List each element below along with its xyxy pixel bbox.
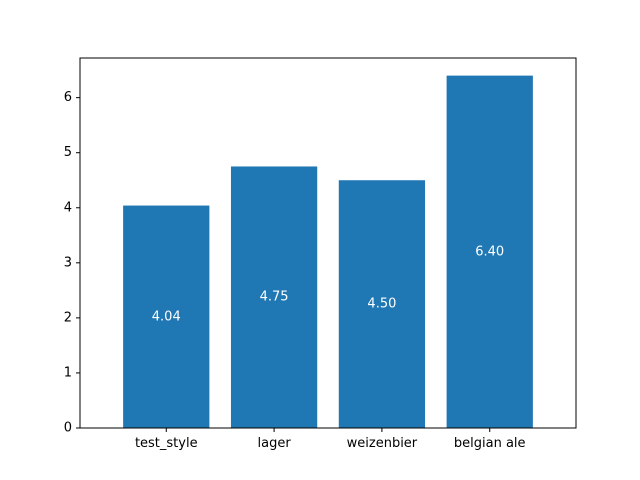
y-axis: 0 1 2 3 4 5 6	[64, 90, 80, 436]
x-tick-label: lager	[257, 436, 291, 451]
bar-weizenbier	[338, 180, 426, 428]
y-tick-label: 4	[64, 200, 72, 215]
x-tick-label: weizenbier	[347, 436, 418, 451]
bar-lager	[230, 166, 318, 428]
bar-belgian-ale	[446, 75, 533, 428]
bars-layer	[123, 75, 533, 428]
x-tick-label: test_style	[135, 436, 198, 451]
bar-value-label: 6.40	[475, 244, 504, 259]
y-tick-label: 5	[64, 145, 72, 160]
bar-value-label: 4.75	[260, 290, 289, 305]
y-tick-label: 1	[64, 365, 72, 380]
bar-test-style	[123, 205, 210, 428]
y-tick-label: 6	[64, 90, 72, 105]
bar-labels-layer: 4.04 4.75 4.50 6.40	[152, 244, 504, 324]
y-tick-label: 0	[64, 421, 72, 436]
x-axis: test_style lager weizenbier belgian ale	[135, 428, 526, 451]
y-tick-label: 3	[64, 255, 72, 270]
plot-frame	[79, 57, 577, 429]
x-tick-label: belgian ale	[454, 436, 526, 451]
bar-value-label: 4.50	[367, 297, 396, 312]
bar-value-label: 4.04	[152, 309, 181, 324]
y-tick-label: 2	[64, 310, 72, 325]
